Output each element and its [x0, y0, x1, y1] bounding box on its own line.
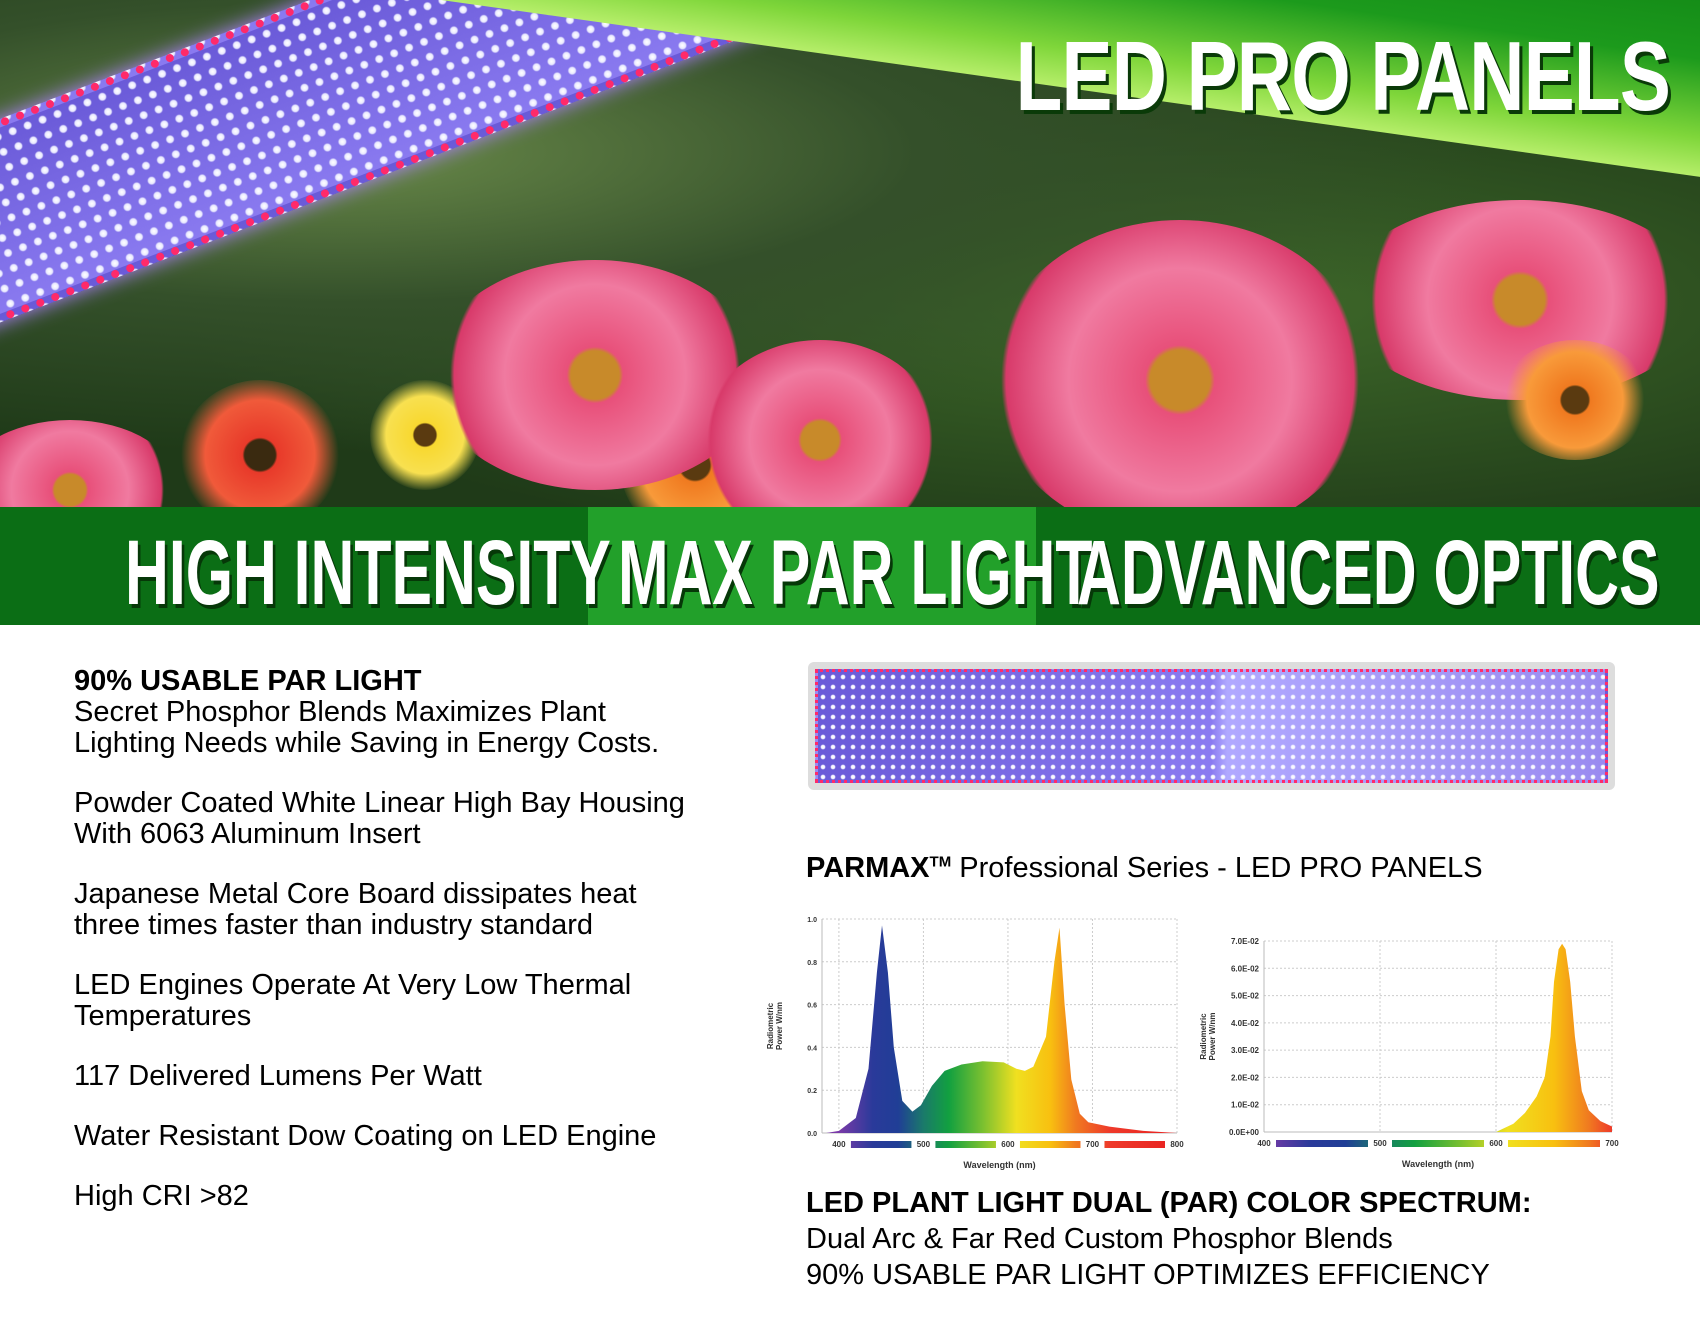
- y-tick-label: 1.0: [807, 917, 817, 924]
- flower: [180, 380, 340, 507]
- flower: [700, 340, 940, 507]
- spectrum-line: 90% USABLE PAR LIGHT OPTIMIZES EFFICIENC…: [806, 1259, 1490, 1291]
- feature-heading: 90% USABLE PAR LIGHT: [74, 665, 422, 697]
- y-tick-label: 3.0E-02: [1231, 1046, 1260, 1055]
- y-tick-label: 5.0E-02: [1231, 992, 1260, 1001]
- feature-list: 90% USABLE PAR LIGHT Secret Phosphor Blen…: [74, 666, 774, 1241]
- y-tick-label: 0.4: [807, 1045, 817, 1052]
- wavelength-color-bar: [1508, 1140, 1600, 1147]
- y-axis-label: Radiometric: [766, 1002, 775, 1049]
- y-tick-label: 4.0E-02: [1231, 1019, 1260, 1028]
- feature-text: High CRI >82: [74, 1180, 249, 1212]
- x-tick-label: 500: [1373, 1139, 1387, 1148]
- spectrum-line: Dual Arc & Far Red Custom Phosphor Blend…: [806, 1223, 1393, 1255]
- x-tick-label: 700: [1086, 1140, 1100, 1149]
- feature-text: Temperatures: [74, 1000, 252, 1032]
- x-tick-label: 400: [832, 1140, 846, 1149]
- band-item-max-par-light: MAX PAR LIGHT: [618, 522, 1093, 624]
- y-tick-label: 2.0E-02: [1231, 1073, 1260, 1082]
- spectrum-heading: LED PLANT LIGHT DUAL (PAR) COLOR SPECTRU…: [806, 1187, 1532, 1219]
- y-tick-label: 7.0E-02: [1231, 937, 1260, 946]
- page-title: LED PRO PANELS: [1015, 21, 1671, 131]
- feature-text: With 6063 Aluminum Insert: [74, 818, 421, 850]
- feature-band: HIGH INTENSITY MAX PAR LIGHT ADVANCED OP…: [0, 507, 1700, 625]
- y-tick-label: 0.0E+00: [1229, 1128, 1260, 1137]
- x-tick-label: 500: [917, 1140, 931, 1149]
- y-tick-label: 0.6: [807, 1003, 817, 1010]
- feature-item: 90% USABLE PAR LIGHT Secret Phosphor Blen…: [74, 666, 774, 759]
- band-item-high-intensity: HIGH INTENSITY: [125, 522, 611, 624]
- wavelength-color-bar: [1392, 1140, 1484, 1147]
- spectrum-description: LED PLANT LIGHT DUAL (PAR) COLOR SPECTRU…: [806, 1185, 1532, 1293]
- y-tick-label: 6.0E-02: [1231, 964, 1260, 973]
- wavelength-color-bar: [935, 1141, 996, 1148]
- y-axis-label: Power W/nm: [775, 1002, 784, 1050]
- x-axis-label: Wavelength (nm): [963, 1160, 1035, 1170]
- feature-item: Japanese Metal Core Board dissipates hea…: [74, 879, 774, 941]
- flower: [0, 420, 180, 507]
- x-tick-label: 400: [1257, 1139, 1271, 1148]
- spectrum-chart-far-red: 0.0E+00 1.0E-02 2.0E-02 3.0E-02 4.0E-02 5.0E-…: [1199, 937, 1619, 1169]
- spectrum-area: [826, 925, 1177, 1133]
- feature-item: Powder Coated White Linear High Bay Hous…: [74, 788, 774, 850]
- feature-item: Water Resistant Dow Coating on LED Engin…: [74, 1121, 774, 1152]
- feature-text: Japanese Metal Core Board dissipates hea…: [74, 878, 637, 910]
- y-tick-label: 1.0E-02: [1231, 1101, 1260, 1110]
- wavelength-color-bar: [1276, 1140, 1368, 1147]
- brand-name: PARMAX: [806, 852, 930, 884]
- feature-text: 117 Delivered Lumens Per Watt: [74, 1060, 482, 1092]
- x-axis-label: Wavelength (nm): [1402, 1159, 1474, 1169]
- series-name: Professional Series - LED PRO PANELS: [951, 852, 1483, 884]
- feature-text: Secret Phosphor Blends Maximizes Plant: [74, 696, 606, 728]
- feature-item: LED Engines Operate At Very Low Thermal T…: [74, 970, 774, 1032]
- x-tick-label: 600: [1001, 1140, 1015, 1149]
- feature-band-highlight: [588, 507, 1036, 625]
- y-tick-label: 0.8: [807, 960, 817, 967]
- band-item-advanced-optics: ADVANCED OPTICS: [1077, 522, 1660, 624]
- wavelength-color-bar: [1019, 1141, 1081, 1148]
- feature-item: 117 Delivered Lumens Per Watt: [74, 1061, 774, 1092]
- y-tick-label: 0.2: [807, 1088, 817, 1095]
- flower: [1500, 340, 1650, 460]
- feature-text: Powder Coated White Linear High Bay Hous…: [74, 787, 685, 819]
- spectrum-area: [1496, 943, 1612, 1132]
- series-title: PARMAXTM Professional Series - LED PRO P…: [806, 852, 1483, 885]
- hero-photo: LED PRO PANELS: [0, 0, 1700, 507]
- spectrum-chart-dual-arc: 0.0 0.2 0.4 0.6 0.8 1.0 400 500 600 700 800 Wavelen…: [766, 917, 1184, 1170]
- wavelength-color-bar: [850, 1141, 912, 1148]
- feature-text: LED Engines Operate At Very Low Thermal: [74, 969, 632, 1001]
- feature-text: Water Resistant Dow Coating on LED Engin…: [74, 1120, 657, 1152]
- x-tick-label: 600: [1489, 1139, 1503, 1148]
- y-tick-label: 0.0: [807, 1131, 817, 1138]
- feature-item: High CRI >82: [74, 1181, 774, 1212]
- feature-text: Lighting Needs while Saving in Energy Co…: [74, 727, 660, 759]
- led-panel-image: [808, 662, 1615, 790]
- x-tick-label: 700: [1605, 1139, 1619, 1148]
- feature-text: three times faster than industry standar…: [74, 909, 594, 941]
- trademark: TM: [929, 853, 952, 871]
- x-tick-label: 800: [1170, 1140, 1184, 1149]
- y-axis-label: Power W/nm: [1208, 1012, 1217, 1060]
- wavelength-color-bar: [1104, 1141, 1165, 1148]
- y-axis-label: Radiometric: [1199, 1013, 1208, 1060]
- flower: [990, 220, 1370, 507]
